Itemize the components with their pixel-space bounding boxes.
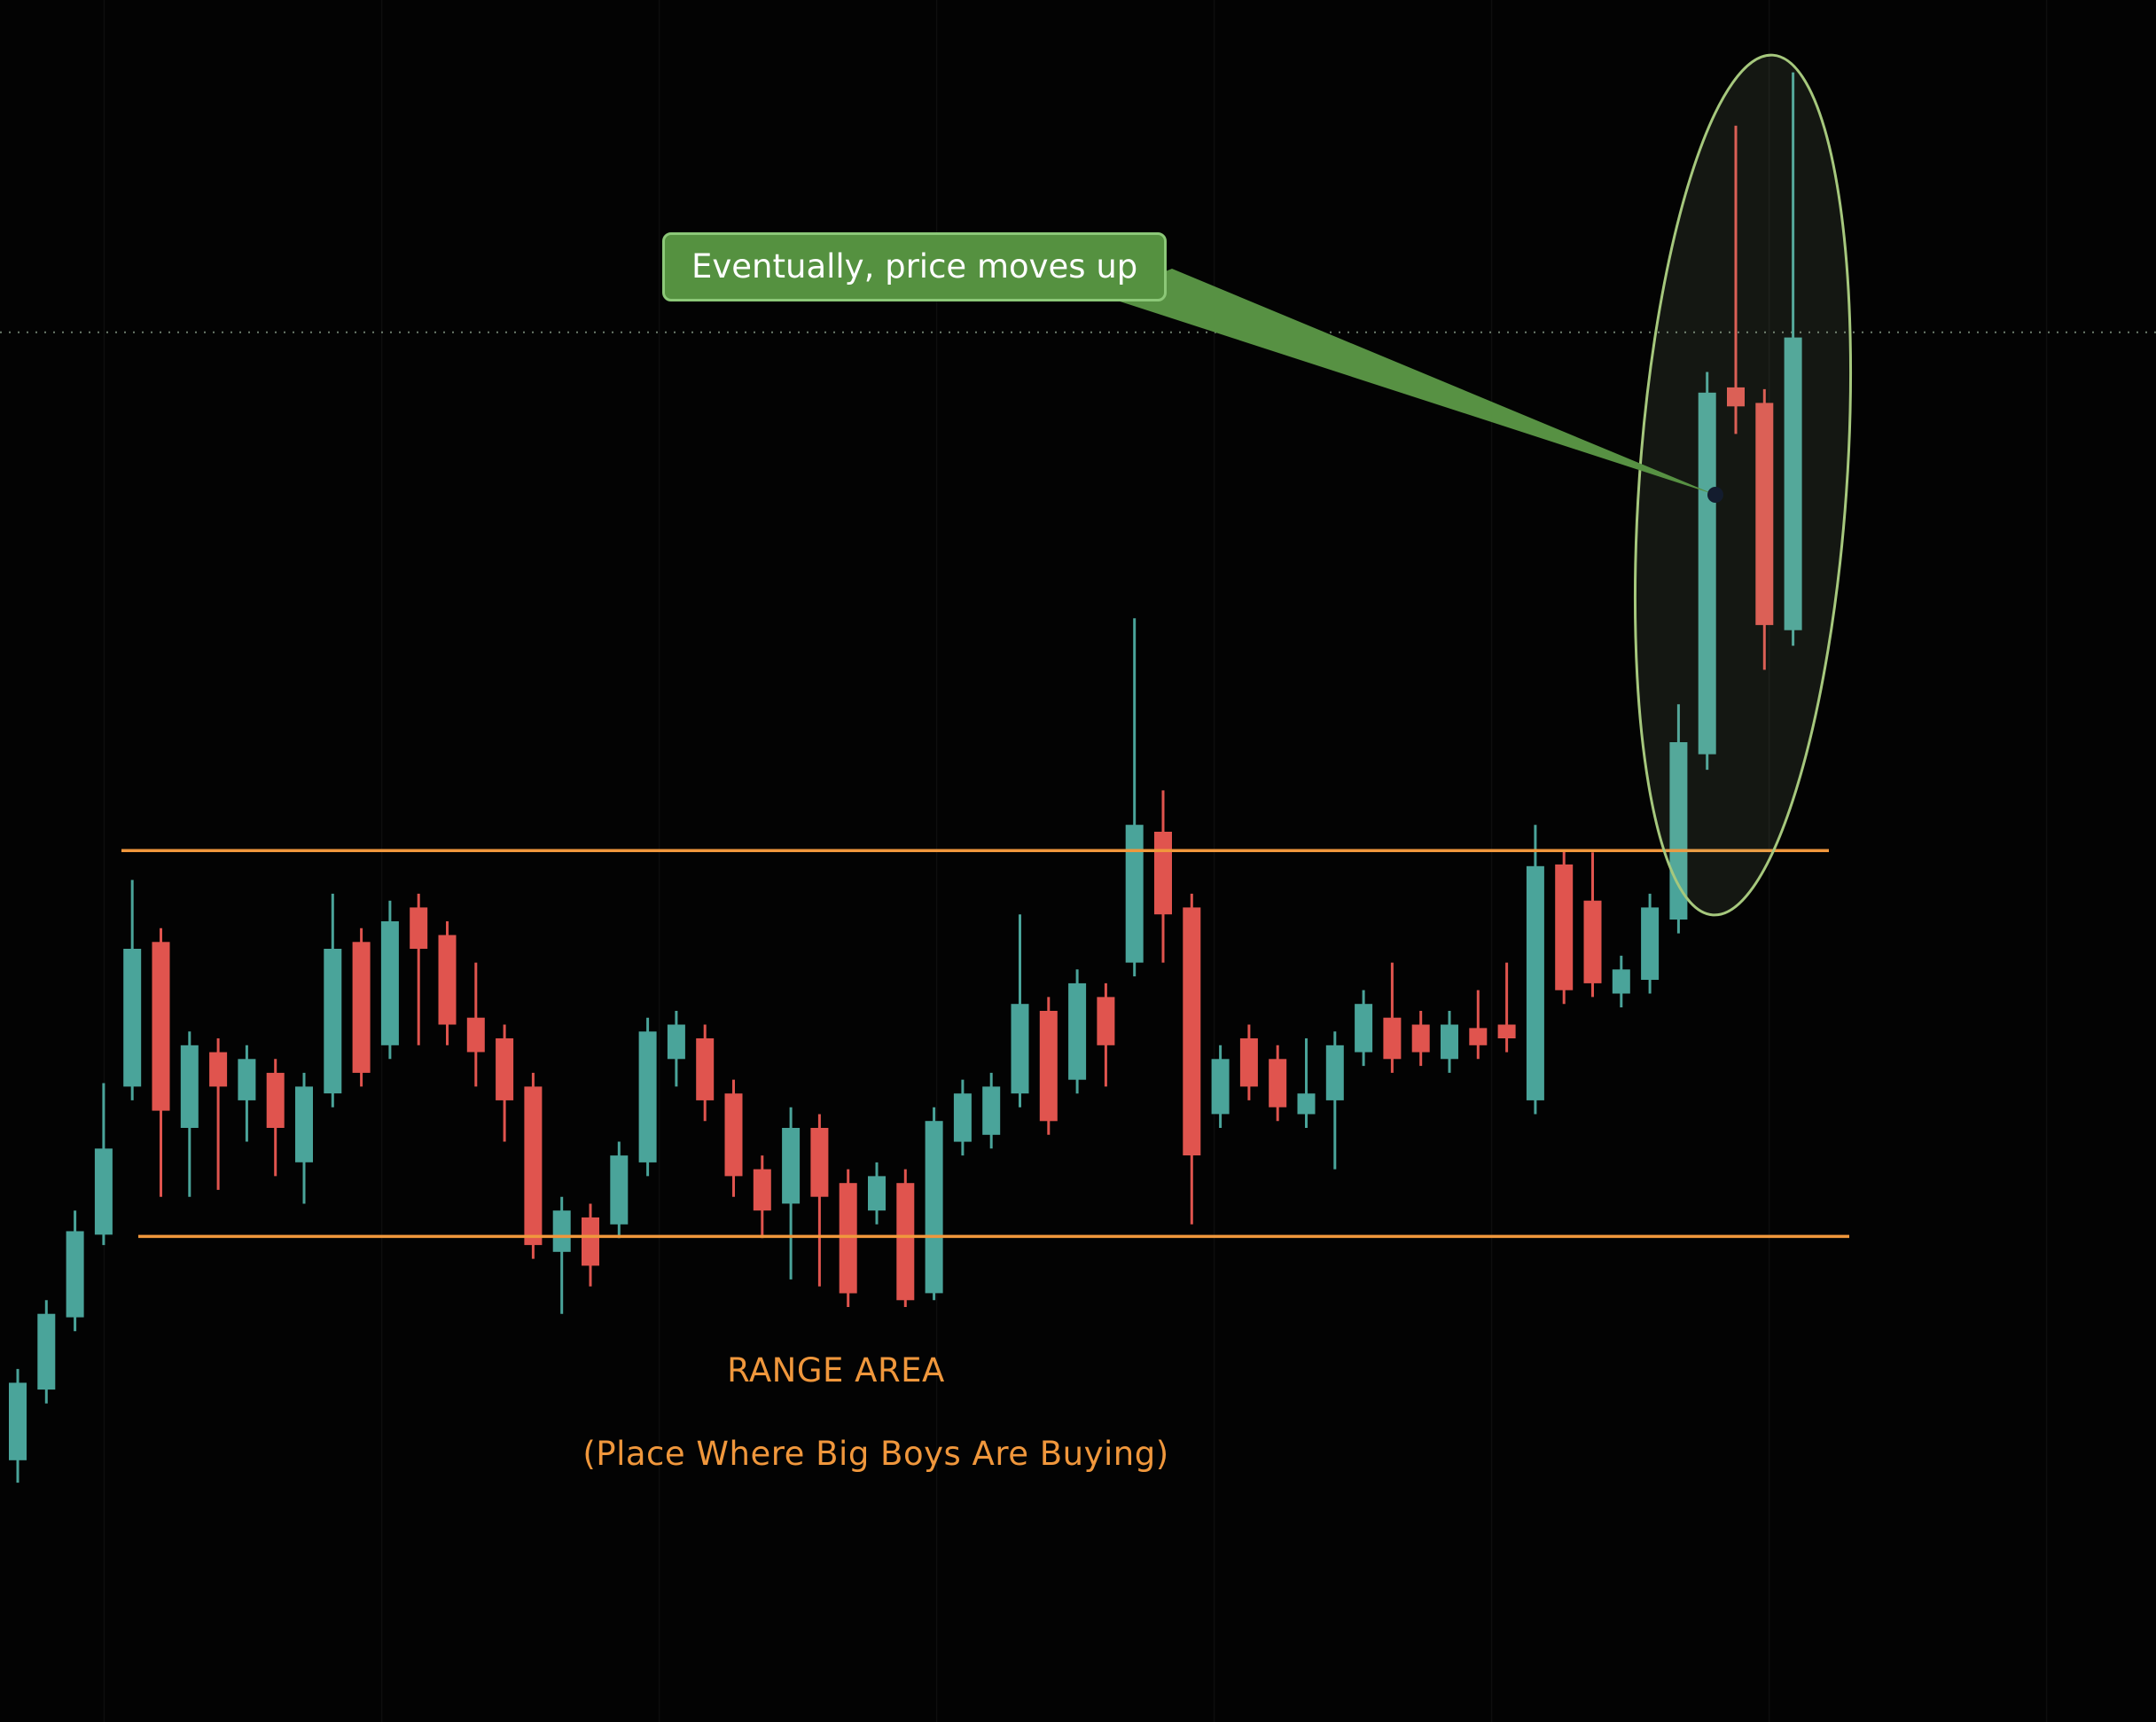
candle-body	[1497, 1024, 1516, 1038]
candle-body	[266, 1072, 285, 1128]
candle-body	[466, 1017, 485, 1053]
candle-body	[610, 1155, 629, 1225]
candle-body	[66, 1231, 84, 1318]
candle-body	[782, 1128, 801, 1204]
callout-pointer	[1104, 269, 1715, 495]
candle-body	[582, 1217, 599, 1266]
candle-body	[1183, 907, 1201, 1155]
candle-body	[380, 921, 399, 1045]
candle-body	[638, 1031, 657, 1162]
candle-body	[1526, 865, 1544, 1100]
candle-body	[1441, 1024, 1458, 1060]
candle-body	[1555, 864, 1574, 990]
candle-body	[925, 1121, 943, 1294]
callout-text: Eventually, price moves up	[691, 247, 1138, 286]
candle-body	[524, 1086, 543, 1246]
candle-body	[1269, 1059, 1287, 1108]
range-area-sublabel[interactable]: (Place Where Big Boys Are Buying)	[582, 1435, 1169, 1473]
candle-body	[1755, 403, 1774, 625]
candles-layer	[9, 72, 1802, 1483]
callout-anchor-dot	[1707, 487, 1723, 503]
candle-body	[1239, 1038, 1258, 1087]
candle-body	[94, 1148, 113, 1235]
candle-body	[1641, 907, 1660, 980]
candle-body	[1383, 1017, 1402, 1060]
candle-body	[753, 1169, 771, 1211]
candle-body	[552, 1210, 571, 1252]
candle-body	[1154, 832, 1172, 915]
candle-body	[868, 1176, 886, 1211]
candle-body	[1097, 997, 1115, 1045]
candle-body	[1355, 1004, 1373, 1053]
price-moves-up-callout[interactable]: Eventually, price moves up	[662, 232, 1168, 302]
candle-body	[1297, 1093, 1316, 1115]
candle-body	[324, 949, 342, 1094]
highlight-ellipse[interactable]	[1609, 48, 1876, 922]
candle-body	[1727, 387, 1745, 407]
candle-body	[1068, 982, 1087, 1080]
candle-body	[37, 1313, 56, 1390]
candle-body	[152, 942, 170, 1111]
candle-body	[1784, 337, 1802, 630]
candle-body	[180, 1045, 199, 1128]
candle-body	[1583, 900, 1602, 983]
candle-body	[352, 942, 371, 1073]
candle-body	[1011, 1004, 1029, 1094]
candle-body	[1698, 392, 1716, 755]
candle-body	[724, 1093, 743, 1177]
candle-body	[696, 1038, 715, 1100]
candle-body	[1411, 1024, 1430, 1053]
range-area-label[interactable]: RANGE AREA	[727, 1351, 945, 1389]
candle-body	[1469, 1028, 1488, 1045]
candle-body	[123, 949, 142, 1087]
candle-body	[982, 1086, 1001, 1135]
candle-body	[1612, 969, 1630, 994]
candle-body	[238, 1059, 256, 1100]
candle-body	[1125, 825, 1144, 963]
candle-body	[1039, 1011, 1058, 1122]
candle-body	[9, 1382, 27, 1460]
candle-body	[438, 935, 457, 1025]
candle-body	[1211, 1059, 1230, 1115]
candle-body	[839, 1183, 857, 1294]
candle-body	[667, 1024, 685, 1060]
candle-body	[810, 1128, 829, 1197]
candle-body	[295, 1086, 313, 1162]
candle-body	[1325, 1045, 1344, 1100]
candle-body	[953, 1093, 972, 1142]
candle-body	[496, 1038, 514, 1100]
candle-body	[896, 1183, 915, 1301]
candle-body	[209, 1052, 228, 1087]
candle-body	[410, 907, 428, 949]
